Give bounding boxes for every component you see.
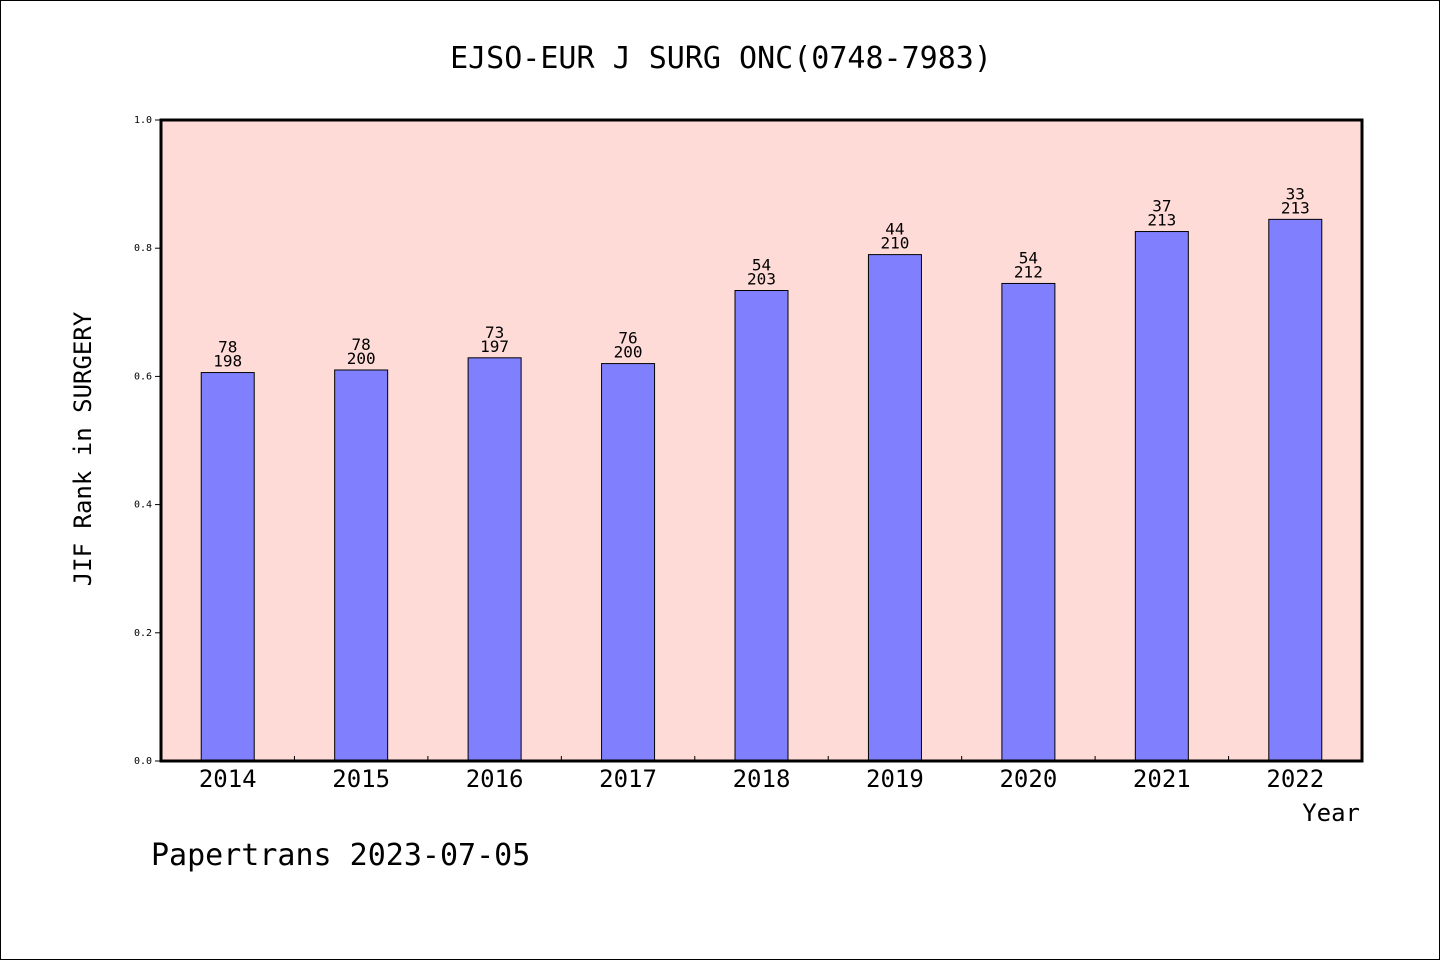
data-label-rank: 76 [618,329,637,348]
data-label-total: 210 [880,234,909,253]
data-label-rank: 44 [885,220,904,239]
bar-2016 [467,357,522,762]
data-label-rank: 33 [1286,184,1305,203]
data-label-total: 200 [347,349,376,368]
x-axis-label: Year [1302,799,1360,827]
y-axis: 0.0 0.2 0.4 0.6 0.8 1.0 [134,115,161,767]
data-label-total: 213 [1147,211,1176,230]
data-label-total: 200 [614,343,643,362]
y-tick-label: 0.6 [134,371,152,382]
x-axis: 2014 2015 2016 2017 2018 2019 2020 2021 2022 [199,756,1324,793]
x-tick-label: 2014 [199,765,257,793]
x-tick-label: 2016 [466,765,524,793]
y-tick-label: 0.0 [134,756,152,767]
data-label-rank: 78 [352,335,371,354]
bar-2021 [1134,231,1189,762]
data-label-rank: 78 [218,338,237,357]
plot-border [159,118,1364,763]
y-tick-label: 0.8 [134,243,152,254]
x-tick-label: 2015 [332,765,390,793]
y-tick-label: 0.4 [134,500,152,511]
data-label-total: 212 [1014,262,1043,281]
x-tick-label: 2020 [999,765,1057,793]
bar-2017 [601,363,656,762]
bar-2022 [1268,218,1323,762]
bar-2018 [734,290,789,762]
bar-2020 [1001,282,1056,762]
footer-credit: Papertrans 2023-07-05 [151,838,530,873]
data-label-rank: 54 [1019,248,1038,267]
data-label-rank: 54 [752,256,771,275]
chart-title: EJSO-EUR J SURG ONC(0748-7983) [450,41,992,76]
bars-layer [200,218,1323,762]
bar-2015 [334,369,389,762]
data-label-total: 197 [480,337,509,356]
data-label-total: 198 [213,352,242,371]
x-tick-label: 2018 [733,765,791,793]
y-tick-label: 1.0 [134,115,152,126]
data-label-total: 213 [1281,198,1310,217]
x-tick-label: 2021 [1133,765,1191,793]
bar-2014 [200,372,255,762]
data-label-total: 203 [747,270,776,289]
bar-2019 [867,254,922,762]
x-tick-label: 2019 [866,765,924,793]
y-tick-label: 0.2 [134,628,152,639]
x-tick-label: 2022 [1266,765,1324,793]
data-label-rank: 73 [485,323,504,342]
x-tick-label: 2017 [599,765,657,793]
data-label-rank: 37 [1152,197,1171,216]
y-axis-label: JIF Rank in SURGERY [69,311,97,586]
